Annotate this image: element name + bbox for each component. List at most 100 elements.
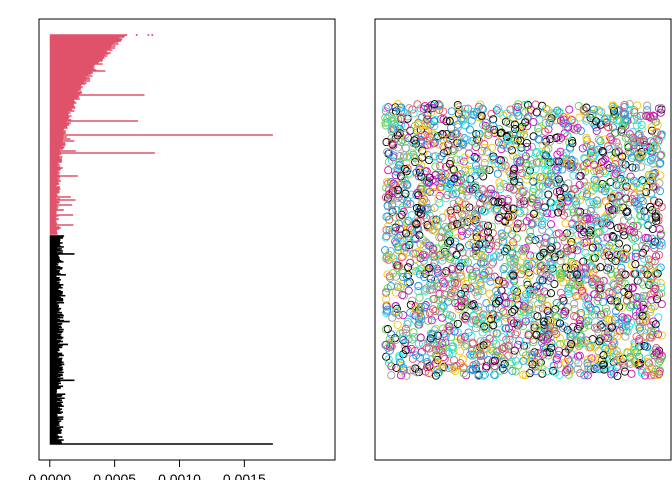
scatter-point: [632, 293, 641, 302]
scatter-point: [504, 195, 513, 204]
scatter-point: [524, 306, 533, 315]
scatter-point: [413, 100, 422, 109]
scatter-point: [632, 332, 641, 341]
scatter-point: [465, 227, 474, 236]
scatter-point: [434, 353, 443, 362]
scatter-point: [625, 358, 634, 367]
scatter-point: [565, 364, 574, 373]
scatter-point: [481, 207, 490, 216]
scatter-point: [401, 346, 410, 355]
scatter-point: [488, 228, 497, 238]
scatter-point: [403, 317, 412, 326]
scatter-point: [414, 281, 423, 290]
scatter-point: [577, 286, 586, 295]
scatter-point: [429, 295, 438, 304]
scatter-point: [644, 220, 653, 229]
scatter-point: [550, 327, 559, 336]
scatter-point: [497, 145, 506, 154]
scatter-point: [607, 370, 616, 379]
scatter-point: [533, 312, 542, 321]
scatter-point: [382, 212, 391, 221]
scatter-point: [612, 299, 621, 308]
scatter-point: [607, 238, 616, 247]
scatter-point: [527, 198, 536, 207]
scatter-point: [511, 125, 520, 134]
scatter-point: [506, 105, 515, 114]
scatter-point: [457, 231, 467, 240]
scatter-point: [582, 142, 591, 151]
scatter-point: [633, 101, 642, 110]
scatter-point: [416, 302, 425, 312]
scatter-point: [398, 252, 408, 261]
scatter-point: [423, 357, 432, 367]
scatter-point: [581, 107, 590, 116]
scatter-point: [505, 183, 514, 192]
scatter-point: [501, 324, 510, 333]
scatter-point: [387, 253, 396, 262]
scatter-point: [397, 253, 406, 262]
scatter-point: [532, 198, 541, 207]
scatter-point: [416, 353, 425, 362]
scatter-point: [423, 221, 432, 230]
scatter-point: [385, 149, 394, 158]
scatter-point: [497, 229, 506, 238]
scatter-point: [504, 324, 513, 333]
scatter-point: [635, 130, 644, 139]
scatter-point: [651, 212, 660, 221]
scatter-point: [573, 365, 582, 374]
scatter-point: [650, 155, 659, 164]
scatter-point: [640, 254, 649, 263]
scatter-point: [542, 301, 551, 310]
scatter-point: [579, 263, 588, 272]
scatter-point: [565, 143, 575, 152]
scatter-point: [546, 134, 555, 144]
scatter-point: [439, 115, 448, 124]
scatter-point: [630, 228, 639, 237]
scatter-point: [447, 213, 457, 222]
scatter-point: [434, 140, 443, 149]
scatter-point: [480, 154, 489, 163]
scatter-point: [608, 123, 617, 132]
scatter-point: [404, 263, 413, 272]
scatter-point: [613, 355, 622, 364]
scatter-point: [444, 148, 453, 157]
scatter-point: [599, 360, 608, 369]
scatter-point: [618, 152, 627, 161]
scatter-point: [388, 116, 397, 126]
scatter-point: [606, 264, 615, 273]
scatter-point: [489, 115, 498, 124]
scatter-point: [465, 125, 475, 134]
scatter-point: [399, 335, 408, 344]
scatter-point: [614, 361, 623, 370]
scatter-point: [560, 237, 569, 246]
scatter-point: [536, 262, 545, 271]
scatter-point: [493, 169, 502, 178]
scatter-point: [611, 169, 620, 178]
scatter-point: [534, 362, 543, 371]
scatter-point: [603, 122, 612, 131]
scatter-point: [464, 142, 473, 152]
scatter-point: [466, 365, 475, 374]
scatter-point: [462, 280, 471, 289]
scatter-point: [581, 248, 590, 257]
scatter-point: [474, 130, 483, 139]
scatter-point: [499, 343, 509, 352]
scatter-point: [499, 365, 509, 375]
scatter-point: [650, 257, 659, 266]
scatter-point: [448, 246, 457, 255]
scatter-point: [501, 117, 511, 126]
scatter-point: [635, 151, 644, 160]
scatter-point: [628, 301, 638, 310]
scatter-point: [528, 350, 537, 359]
scatter-point: [656, 354, 666, 363]
scatter-point: [587, 354, 596, 363]
scatter-point: [461, 104, 470, 113]
scatter-point: [530, 252, 539, 261]
scatter-point: [552, 298, 561, 308]
scatter-point: [642, 367, 651, 376]
scatter-point: [537, 333, 546, 342]
scatter-point: [577, 217, 586, 226]
scatter-point: [601, 304, 610, 313]
scatter-point: [387, 187, 396, 196]
scatter-point: [477, 184, 486, 193]
